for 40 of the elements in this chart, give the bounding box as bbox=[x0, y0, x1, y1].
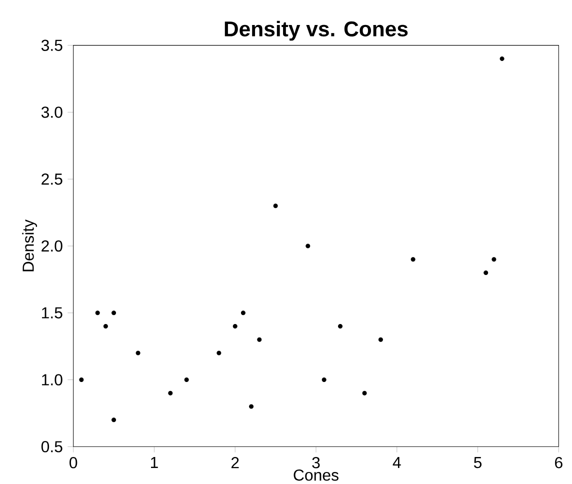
point bbox=[410, 257, 416, 262]
y-tick-label: 2.5 bbox=[42, 173, 62, 185]
y-tick-label: 2.0 bbox=[42, 240, 62, 252]
x-tick-label: 3 bbox=[312, 457, 320, 468]
x-tick-label: 1 bbox=[151, 457, 158, 468]
point bbox=[103, 324, 108, 329]
point bbox=[484, 270, 488, 276]
point bbox=[338, 324, 343, 329]
chart-title: Density vs. Cones bbox=[224, 20, 408, 41]
x-tick-label: 6 bbox=[555, 457, 562, 468]
point bbox=[492, 257, 496, 262]
point bbox=[273, 204, 278, 208]
x-axis-title: Cones bbox=[294, 469, 338, 481]
point bbox=[112, 418, 116, 422]
point bbox=[136, 350, 140, 356]
x-tick-label: 5 bbox=[474, 457, 482, 468]
point bbox=[79, 378, 84, 382]
y-axis-title: Density bbox=[22, 219, 38, 272]
point bbox=[112, 310, 116, 316]
y-tick-label: 3.0 bbox=[41, 106, 62, 118]
point bbox=[168, 390, 173, 396]
y-tick-label: 0.5 bbox=[41, 441, 62, 452]
point bbox=[249, 404, 254, 409]
y-tick-label: 1.0 bbox=[42, 374, 62, 386]
point bbox=[362, 390, 367, 396]
point bbox=[216, 350, 222, 356]
point bbox=[232, 324, 238, 329]
point bbox=[306, 244, 310, 248]
point bbox=[500, 56, 504, 61]
x-tick-label: 4 bbox=[392, 457, 401, 468]
point bbox=[322, 378, 326, 382]
point bbox=[95, 310, 100, 316]
point bbox=[240, 310, 246, 316]
point bbox=[184, 378, 189, 382]
x-tick-label: 0 bbox=[70, 457, 78, 468]
point bbox=[378, 337, 383, 342]
y-tick-label: 1.5 bbox=[42, 307, 62, 318]
x-tick-label: 2 bbox=[231, 457, 239, 468]
point bbox=[257, 337, 262, 342]
y-tick-label: 3.5 bbox=[41, 40, 62, 51]
